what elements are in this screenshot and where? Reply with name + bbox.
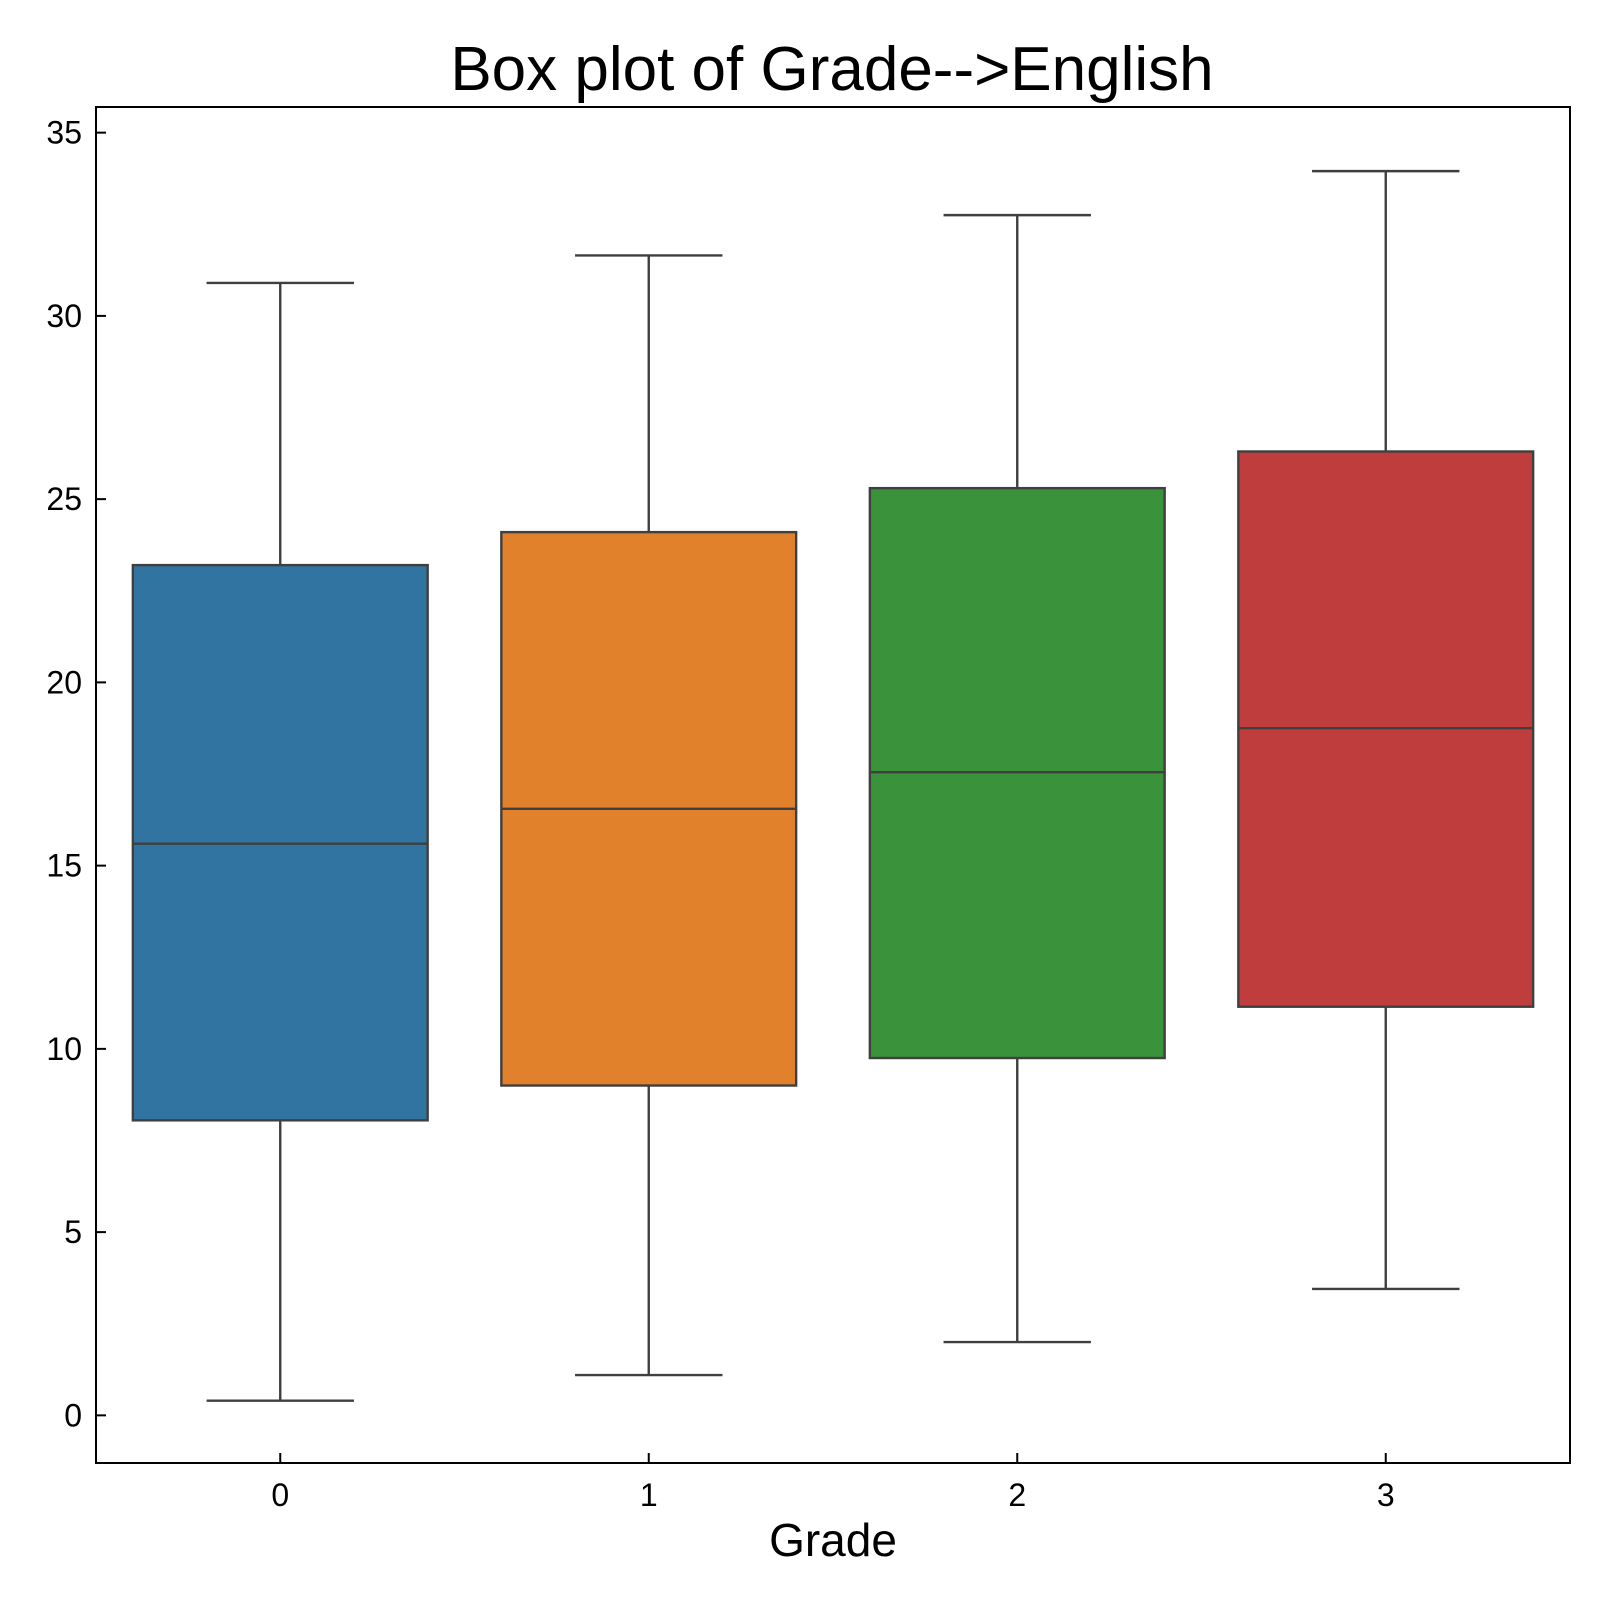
box-group-2 [868,213,1166,1344]
box-group-3 [1237,169,1535,1291]
axes-frame [95,106,1571,1464]
x-tick-label: 3 [1377,1477,1395,1513]
box-group-0 [131,281,429,1402]
x-tick-label: 2 [1008,1477,1026,1513]
y-tick-label: 20 [46,664,82,700]
x-tick-label: 1 [640,1477,658,1513]
x-axis-ticks: 0 1 2 3 [271,1453,1395,1513]
plot-area [131,169,1535,1402]
x-tick-label: 0 [271,1477,289,1513]
y-tick-label: 15 [46,848,82,884]
y-tick-label: 35 [46,115,82,151]
y-tick-label: 0 [64,1397,82,1433]
y-tick-label: 5 [64,1214,82,1250]
y-tick-label: 25 [46,481,82,517]
x-axis-label: Grade [769,1514,897,1566]
y-tick-label: 30 [46,298,82,334]
chart-title: Box plot of Grade-->English [450,35,1213,104]
box-group-1 [500,254,798,1377]
y-tick-label: 10 [46,1031,82,1067]
y-axis-ticks: 0 5 10 15 20 25 30 35 [46,115,106,1433]
